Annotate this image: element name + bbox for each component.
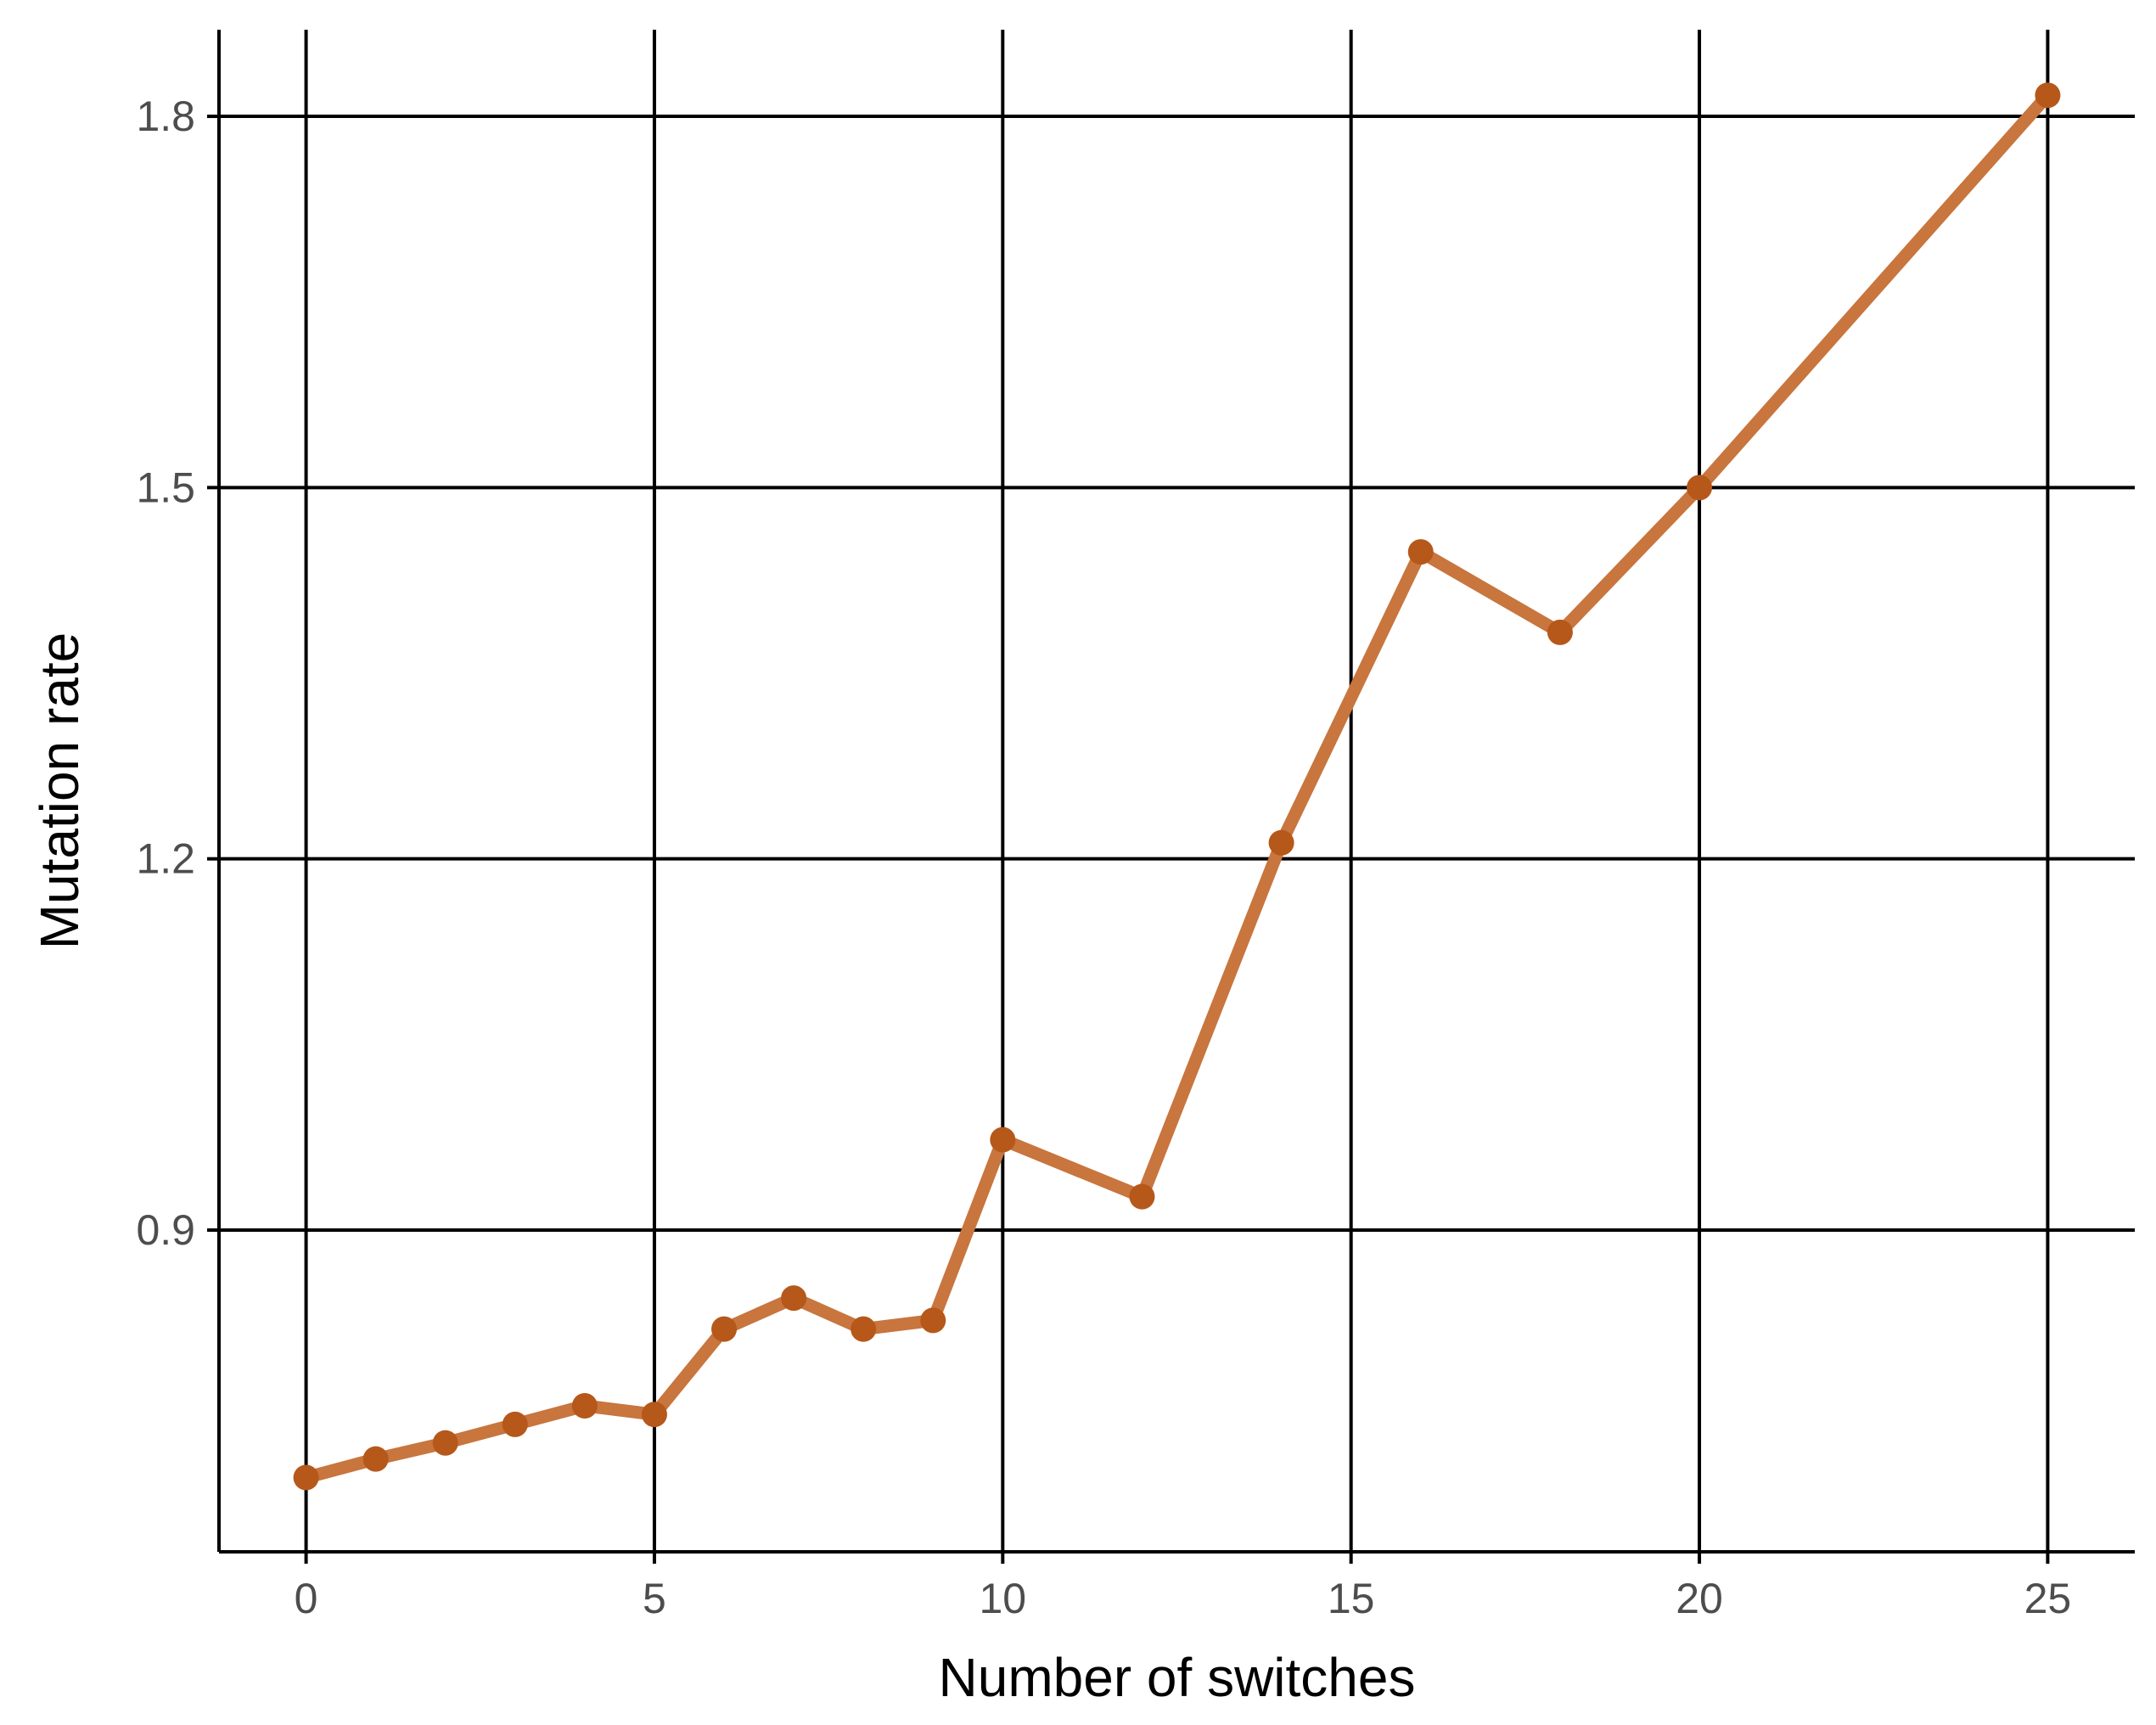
data-point — [990, 1127, 1016, 1153]
x-tick-label: 0 — [295, 1575, 318, 1622]
y-tick-label: 1.8 — [136, 93, 195, 140]
y-axis-title: Mutation rate — [29, 632, 90, 950]
x-tick-label: 10 — [980, 1575, 1027, 1622]
data-point — [641, 1402, 667, 1428]
y-ticks: 0.9 1.2 1.5 1.8 — [136, 93, 219, 1254]
data-point — [781, 1285, 807, 1312]
data-point — [711, 1316, 738, 1342]
data-point — [1407, 539, 1434, 565]
data-point — [1547, 619, 1573, 645]
data-point — [1129, 1183, 1155, 1210]
grid — [219, 30, 2135, 1552]
data-point — [293, 1464, 319, 1491]
y-tick-label: 1.2 — [136, 835, 195, 883]
axes — [217, 30, 2135, 1554]
y-tick-label: 0.9 — [136, 1206, 195, 1254]
y-tick-label: 1.5 — [136, 464, 195, 511]
x-ticks: 0 5 10 15 20 25 — [295, 1552, 2072, 1622]
x-tick-label: 25 — [2024, 1575, 2072, 1622]
data-point — [432, 1430, 458, 1456]
data-point — [851, 1316, 877, 1342]
data-point — [2035, 82, 2061, 109]
x-tick-label: 15 — [1328, 1575, 1375, 1622]
series — [293, 82, 2061, 1491]
series-line — [300, 88, 2054, 1485]
data-point — [362, 1446, 389, 1472]
data-point — [920, 1307, 946, 1334]
x-tick-label: 5 — [643, 1575, 666, 1622]
data-point — [502, 1411, 528, 1437]
x-axis-title: Number of switches — [939, 1647, 1416, 1708]
data-point — [1268, 829, 1294, 856]
data-point — [1687, 475, 1713, 501]
data-point — [571, 1392, 598, 1419]
x-tick-label: 20 — [1676, 1575, 1723, 1622]
